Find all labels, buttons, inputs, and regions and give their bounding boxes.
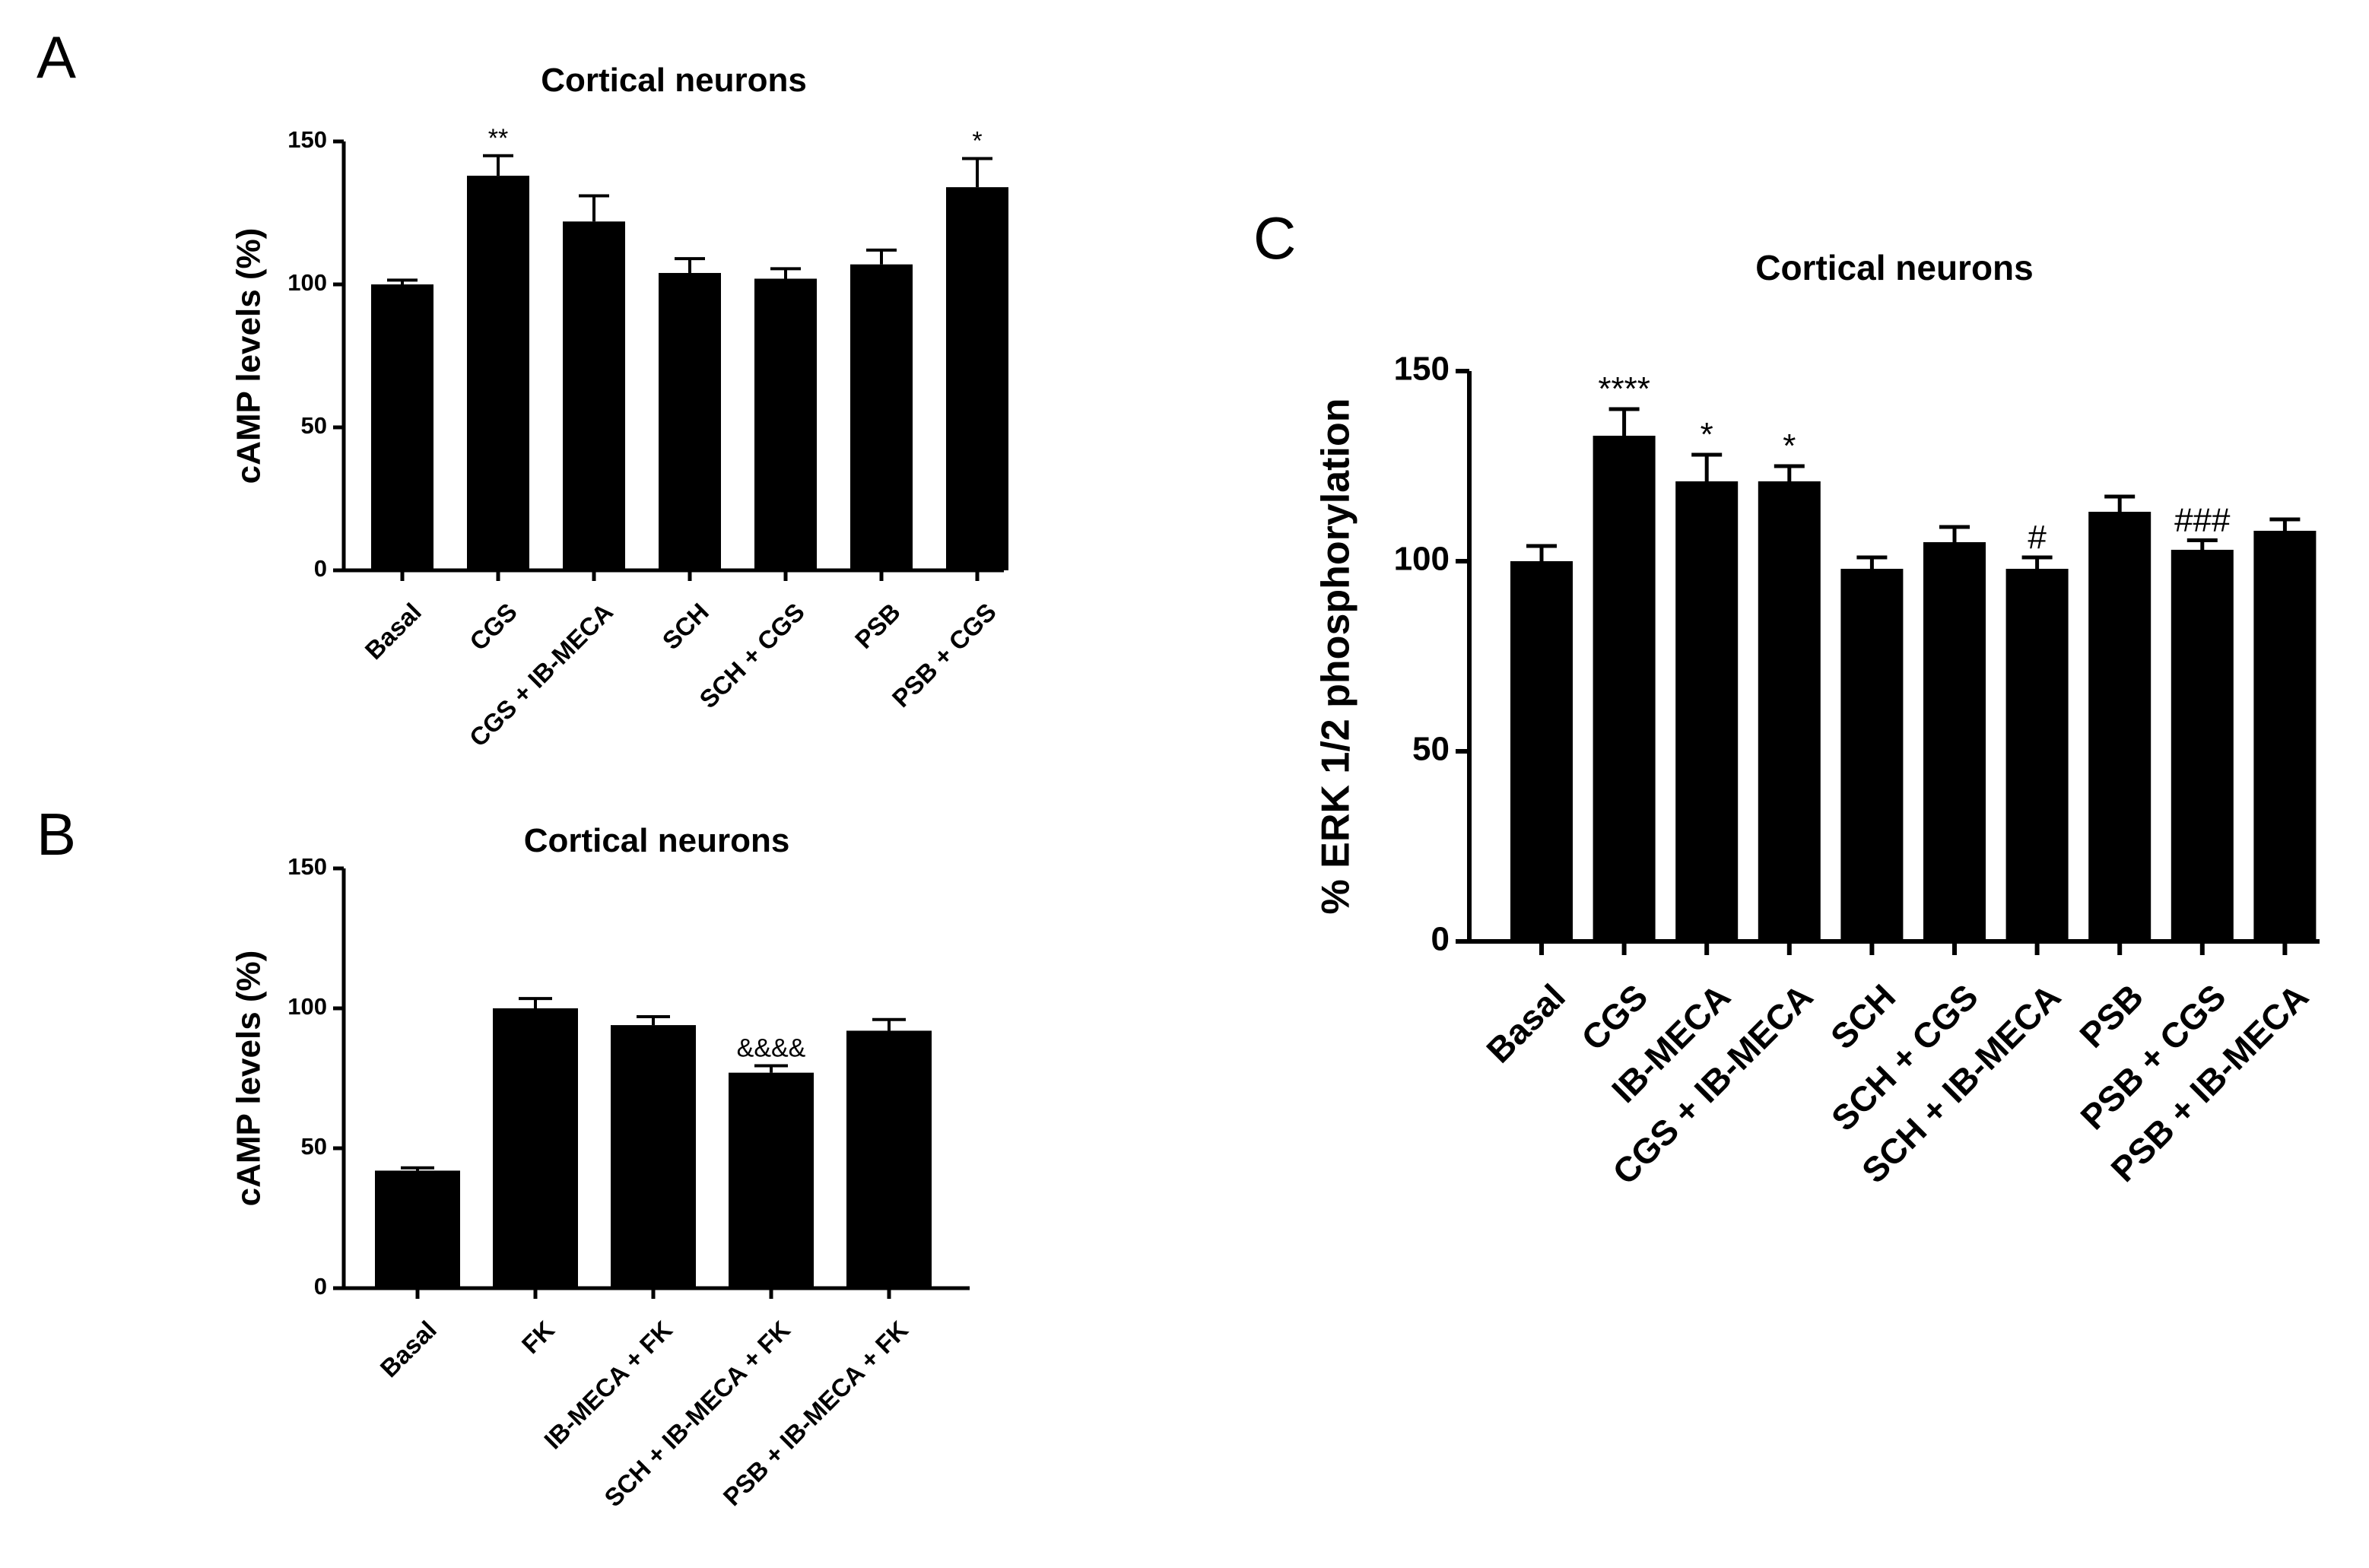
bar-sch — [659, 272, 721, 570]
chart-panel-c: C Cortical neurons % ERK 1/2 phosphorylati… — [1253, 205, 2320, 1192]
bar-psb-ib-meca-fk — [846, 1030, 932, 1288]
significance-annotation: # — [2028, 519, 2047, 556]
significance-annotation: * — [1701, 416, 1713, 453]
x-tick-label: Basal — [1478, 976, 1573, 1071]
x-tick-label: Basal — [359, 598, 426, 665]
bar-psb — [2088, 512, 2151, 941]
y-tick-label: 0 — [314, 1273, 327, 1300]
significance-annotation: &&&& — [737, 1033, 806, 1062]
significance-annotation: ### — [2174, 502, 2231, 539]
y-axis-label: cAMP levels (%) — [230, 228, 268, 484]
bar-cgs — [1593, 436, 1656, 941]
y-tick-label: 150 — [287, 126, 327, 153]
significance-annotation: * — [972, 127, 982, 156]
y-tick-label: 50 — [1412, 731, 1450, 768]
y-axis-label: cAMP levels (%) — [230, 951, 268, 1207]
significance-annotation: ** — [488, 124, 508, 153]
y-tick-label: 100 — [287, 993, 327, 1020]
x-tick-label: CGS — [464, 598, 522, 656]
x-tick-label: Basal — [374, 1316, 441, 1382]
y-tick-label: 100 — [1394, 541, 1450, 578]
x-tick-label: FK — [516, 1316, 560, 1359]
panel-letter: C — [1253, 205, 1296, 271]
x-tick-label: PSB + CGS — [887, 598, 1002, 713]
bar-basal — [371, 284, 433, 570]
bar-sch — [1840, 569, 1904, 941]
significance-annotation: **** — [1598, 370, 1650, 408]
y-tick-label: 150 — [287, 853, 327, 880]
y-tick-label: 0 — [1431, 921, 1450, 958]
bar-cgs-ib-meca — [563, 221, 625, 570]
y-tick-label: 0 — [314, 555, 327, 582]
panel-letter: A — [37, 24, 76, 90]
bar-sch-ib-meca — [2005, 569, 2069, 941]
y-tick-label: 150 — [1394, 351, 1450, 388]
y-tick-label: 50 — [301, 1133, 327, 1160]
bar-sch-ib-meca-fk — [729, 1072, 814, 1288]
bar-psb-ib-meca — [2253, 531, 2317, 941]
bar-cgs-ib-meca — [1758, 481, 1821, 941]
x-tick-label: SCH — [656, 598, 713, 655]
chart-title: Cortical neurons — [524, 822, 790, 859]
bar-cgs — [467, 176, 529, 570]
panel-letter: B — [37, 801, 76, 868]
y-tick-label: 50 — [301, 412, 327, 439]
bar-ib-meca — [1675, 481, 1739, 941]
significance-annotation: * — [1783, 427, 1796, 465]
x-tick-label: PSB — [849, 598, 906, 654]
bar-sch-cgs — [754, 278, 817, 570]
bar-ib-meca-fk — [611, 1025, 696, 1288]
bar-sch-cgs — [1923, 542, 1986, 941]
bar-fk — [493, 1008, 578, 1288]
bar-psb-cgs — [946, 187, 1008, 570]
bar-psb-cgs — [2171, 550, 2234, 941]
bar-basal — [375, 1170, 460, 1288]
chart-title: Cortical neurons — [1755, 248, 2034, 287]
y-axis-label: % ERK 1/2 phosphorylation — [1314, 398, 1358, 915]
chart-panel-a: A Cortical neurons cAMP levels (%) Basal CGS… — [37, 24, 1008, 752]
chart-title: Cortical neurons — [541, 62, 807, 99]
bar-basal — [1510, 561, 1573, 941]
y-tick-label: 100 — [287, 269, 327, 296]
bar-psb — [850, 264, 913, 570]
